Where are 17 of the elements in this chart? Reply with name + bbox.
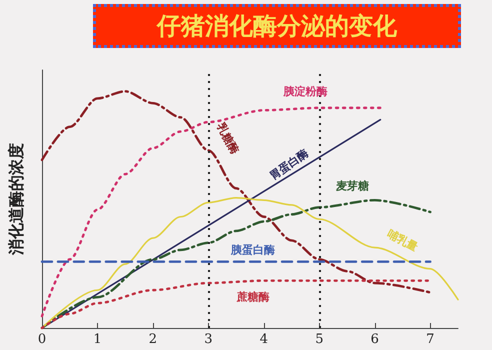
x-tick-label: 1	[93, 332, 102, 347]
x-tick-label: 4	[260, 332, 268, 347]
y-axis-title: 消化道酶的浓度	[6, 143, 26, 256]
series-label: 胰淀粉酶	[282, 84, 328, 98]
x-tick-label: 7	[426, 332, 434, 347]
series-label: 蔗糖酶	[235, 290, 270, 304]
text: 胃蛋白酶	[267, 146, 311, 183]
x-tick-label: 6	[370, 332, 379, 347]
x-tick-label: 2	[148, 332, 158, 347]
series-label: 麦芽糖	[335, 179, 370, 192]
x-tick-label: 5	[315, 332, 324, 347]
x-tick-label: 3	[204, 332, 213, 347]
text: 哺乳量	[384, 226, 420, 254]
x-tick-label: 0	[38, 332, 46, 347]
text: 乳糖酶	[214, 120, 242, 156]
series-label: 胰蛋白酶	[230, 243, 275, 256]
chart-title: 仔猪消化酶分泌的变化	[93, 4, 461, 48]
